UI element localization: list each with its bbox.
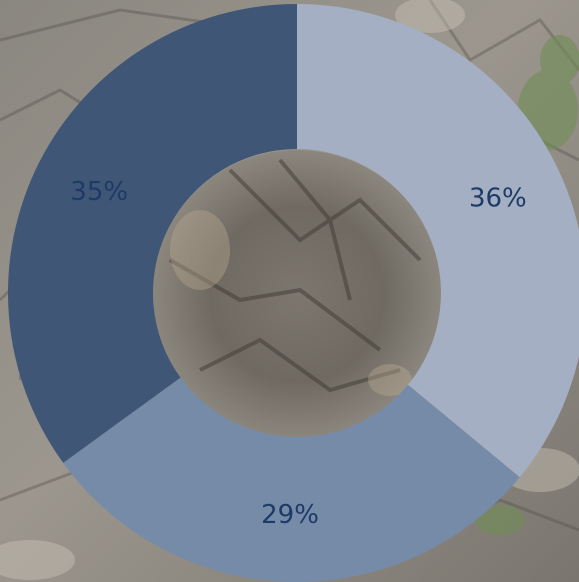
donut-slice-1 (63, 377, 520, 582)
labels-layer: 36% 29% 35% (70, 177, 526, 530)
slice-label-2: 35% (70, 177, 128, 207)
slice-label-0: 36% (469, 183, 527, 213)
donut-slice-0 (297, 4, 579, 478)
donut-slice-2 (7, 4, 298, 463)
slice-label-1: 29% (261, 500, 319, 530)
slices-layer (7, 4, 579, 582)
